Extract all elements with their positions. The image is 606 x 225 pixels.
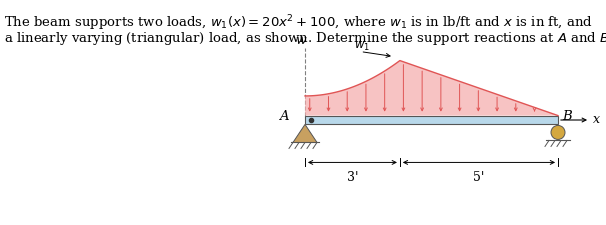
Text: 3': 3' xyxy=(347,171,358,184)
Bar xyxy=(305,116,558,125)
Text: a linearly varying (triangular) load, as shown. Determine the support reactions : a linearly varying (triangular) load, as… xyxy=(4,30,606,47)
Text: 5': 5' xyxy=(473,171,485,184)
Text: $w_1$: $w_1$ xyxy=(355,39,370,52)
Circle shape xyxy=(551,126,565,140)
Polygon shape xyxy=(305,61,558,116)
Polygon shape xyxy=(293,125,317,143)
Text: B: B xyxy=(562,110,571,123)
Text: w: w xyxy=(296,34,307,46)
Text: A: A xyxy=(279,110,289,123)
Text: x: x xyxy=(593,113,600,126)
Text: The beam supports two loads, $w_1(x) = 20x^2 + 100$, where $w_1$ is in lb/ft and: The beam supports two loads, $w_1(x) = 2… xyxy=(4,13,593,32)
